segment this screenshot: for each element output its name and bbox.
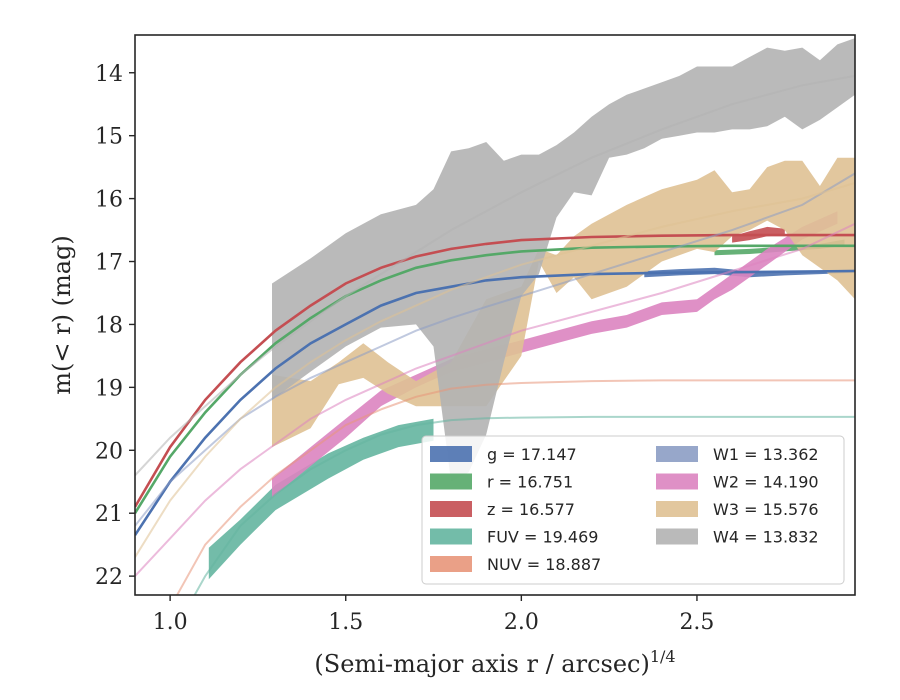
legend-label-w4: W4 = 13.832 — [713, 528, 819, 547]
legend-label-w1: W1 = 13.362 — [713, 445, 819, 464]
y-tick-label: 17 — [95, 251, 123, 276]
y-tick-label: 20 — [95, 439, 123, 464]
legend-swatch-w4 — [656, 528, 698, 545]
y-tick-label: 22 — [95, 565, 123, 590]
model-curve-nuv — [175, 379, 855, 595]
legend-frame — [421, 435, 845, 585]
legend-swatch-w2 — [656, 473, 698, 490]
model-curve-w3 — [135, 181, 855, 558]
model-curve-fuv — [193, 415, 855, 595]
legend-label-w2: W2 = 14.190 — [713, 473, 819, 492]
legend-swatch-fuv — [430, 528, 472, 545]
legend-label-w3: W3 = 15.576 — [713, 500, 819, 519]
x-tick-label: 2.5 — [679, 610, 714, 635]
model-curve-w1 — [135, 172, 855, 527]
y-axis-title: m(< r) (mag) — [48, 235, 76, 394]
y-tick-label: 21 — [95, 502, 123, 527]
y-tick-label: 19 — [95, 376, 123, 401]
y-axis-ticks: 14 15 16 17 18 19 20 21 22 — [95, 62, 135, 590]
y-tick-label: 18 — [95, 313, 123, 338]
model-curve-w2 — [135, 222, 855, 577]
legend: g = 17.147 r = 16.751 z = 16.577 FUV = 19.4… — [421, 435, 845, 585]
legend-swatch-r — [430, 473, 472, 490]
band-w3 — [272, 157, 855, 448]
model-curves — [135, 74, 855, 595]
x-tick-label: 1.0 — [153, 610, 188, 635]
plot-frame — [134, 34, 856, 596]
legend-swatch-z — [430, 501, 472, 517]
x-axis-title: (Semi-major axis r / arcsec)1/4 — [314, 647, 675, 678]
model-curve-r — [135, 244, 855, 514]
y-tick-label: 15 — [95, 125, 123, 150]
model-curve-g — [135, 269, 855, 536]
legend-label-r: r = 16.751 — [487, 473, 573, 492]
model-curve-w4 — [135, 74, 855, 477]
legend-swatch-nuv — [430, 556, 472, 572]
band-w4 — [272, 38, 855, 482]
legend-swatch-w3 — [656, 501, 698, 517]
legend-label-z: z = 16.577 — [487, 500, 575, 519]
legend-swatch-g — [430, 446, 472, 462]
x-tick-label: 2.0 — [504, 610, 539, 635]
legend-swatch-w1 — [656, 446, 698, 462]
legend-label-nuv: NUV = 18.887 — [487, 555, 601, 574]
y-tick-label: 14 — [95, 62, 123, 87]
band-fuv — [208, 418, 434, 580]
legend-label-fuv: FUV = 19.469 — [487, 528, 598, 547]
model-curve-z — [135, 233, 855, 508]
legend-label-g: g = 17.147 — [487, 445, 577, 464]
x-tick-label: 1.5 — [328, 610, 363, 635]
x-axis-ticks: 1.0 1.5 2.0 2.5 — [153, 595, 714, 635]
y-tick-label: 16 — [95, 188, 123, 213]
